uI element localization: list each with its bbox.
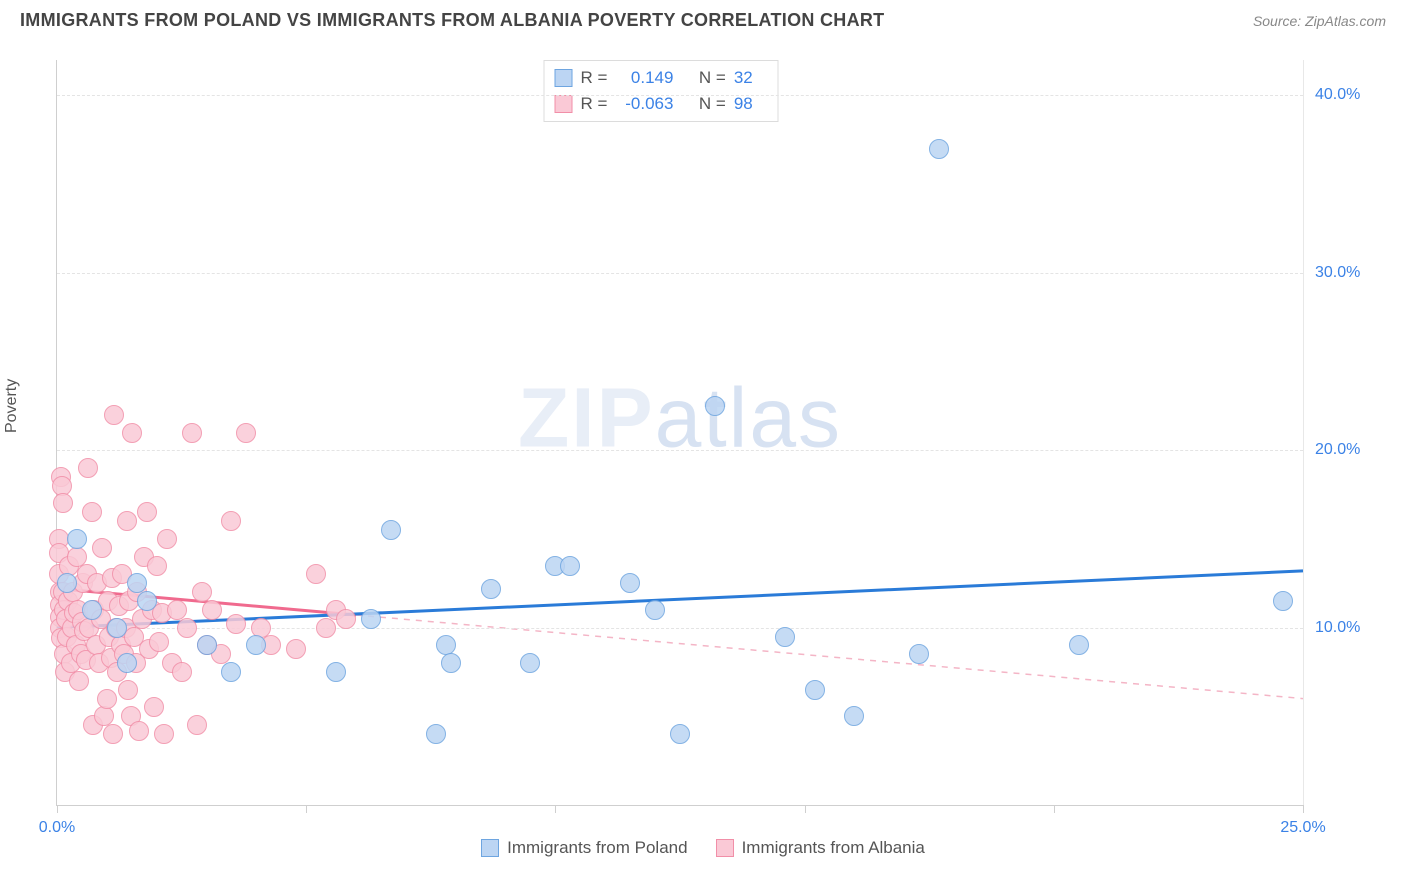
x-tick <box>805 805 806 813</box>
data-point-poland <box>107 618 127 638</box>
data-point-albania <box>53 493 73 513</box>
data-point-poland <box>775 627 795 647</box>
data-point-albania <box>137 502 157 522</box>
gridline <box>57 273 1303 274</box>
r-value-poland: 0.149 <box>615 65 673 91</box>
data-point-albania <box>118 680 138 700</box>
data-point-albania <box>306 564 326 584</box>
data-point-poland <box>1273 591 1293 611</box>
data-point-poland <box>82 600 102 620</box>
data-point-albania <box>82 502 102 522</box>
data-point-poland <box>520 653 540 673</box>
data-point-albania <box>147 556 167 576</box>
data-point-albania <box>226 614 246 634</box>
data-point-albania <box>92 538 112 558</box>
data-point-poland <box>197 635 217 655</box>
data-point-poland <box>441 653 461 673</box>
data-point-poland <box>844 706 864 726</box>
gridline <box>57 95 1303 96</box>
swatch-poland-icon <box>481 839 499 857</box>
x-tick-label: 0.0% <box>39 819 75 837</box>
data-point-poland <box>426 724 446 744</box>
data-point-albania <box>172 662 192 682</box>
source-attribution: Source: ZipAtlas.com <box>1253 13 1386 29</box>
data-point-poland <box>137 591 157 611</box>
n-value-poland: 32 <box>734 65 764 91</box>
plot-area: ZIPatlas R = 0.149 N = 32 R = -0.063 N =… <box>56 60 1304 806</box>
data-point-albania <box>221 511 241 531</box>
data-point-poland <box>705 396 725 416</box>
data-point-poland <box>670 724 690 744</box>
legend-label-poland: Immigrants from Poland <box>507 838 687 858</box>
data-point-albania <box>69 671 89 691</box>
data-point-albania <box>202 600 222 620</box>
n-label: N = <box>699 65 726 91</box>
legend-stats-box: R = 0.149 N = 32 R = -0.063 N = 98 <box>544 60 779 122</box>
data-point-albania <box>286 639 306 659</box>
watermark: ZIPatlas <box>518 369 842 466</box>
data-point-albania <box>144 697 164 717</box>
data-point-poland <box>645 600 665 620</box>
data-point-albania <box>177 618 197 638</box>
legend-label-albania: Immigrants from Albania <box>742 838 925 858</box>
y-axis-label: Poverty <box>3 379 21 433</box>
data-point-albania <box>316 618 336 638</box>
data-point-albania <box>182 423 202 443</box>
data-point-poland <box>620 573 640 593</box>
data-point-albania <box>129 721 149 741</box>
swatch-albania-icon <box>555 95 573 113</box>
y-tick-label: 40.0% <box>1315 86 1375 104</box>
x-tick <box>1054 805 1055 813</box>
data-point-poland <box>909 644 929 664</box>
legend-item-albania: Immigrants from Albania <box>716 838 925 858</box>
legend-stats-row-poland: R = 0.149 N = 32 <box>555 65 764 91</box>
source-value: ZipAtlas.com <box>1305 13 1386 29</box>
data-point-poland <box>929 139 949 159</box>
x-tick-label: 25.0% <box>1280 819 1325 837</box>
source-label: Source: <box>1253 13 1305 29</box>
data-point-albania <box>103 724 123 744</box>
data-point-albania <box>336 609 356 629</box>
data-point-poland <box>381 520 401 540</box>
legend-item-poland: Immigrants from Poland <box>481 838 687 858</box>
data-point-albania <box>157 529 177 549</box>
x-tick <box>555 805 556 813</box>
data-point-albania <box>187 715 207 735</box>
data-point-albania <box>104 405 124 425</box>
data-point-poland <box>117 653 137 673</box>
data-point-poland <box>67 529 87 549</box>
data-point-albania <box>154 724 174 744</box>
data-point-albania <box>149 632 169 652</box>
data-point-poland <box>481 579 501 599</box>
data-point-poland <box>326 662 346 682</box>
chart-container: Poverty ZIPatlas R = 0.149 N = 32 R = -0… <box>20 46 1386 862</box>
data-point-poland <box>805 680 825 700</box>
y-tick-label: 20.0% <box>1315 441 1375 459</box>
data-point-poland <box>361 609 381 629</box>
x-tick <box>57 805 58 813</box>
legend-bottom: Immigrants from Poland Immigrants from A… <box>20 838 1386 858</box>
swatch-albania-icon <box>716 839 734 857</box>
y-tick-label: 30.0% <box>1315 264 1375 282</box>
data-point-poland <box>560 556 580 576</box>
data-point-albania <box>122 423 142 443</box>
data-point-poland <box>246 635 266 655</box>
chart-title: IMMIGRANTS FROM POLAND VS IMMIGRANTS FRO… <box>20 10 884 31</box>
x-tick <box>306 805 307 813</box>
data-point-albania <box>236 423 256 443</box>
data-point-albania <box>117 511 137 531</box>
gridline <box>57 450 1303 451</box>
y-tick-label: 10.0% <box>1315 619 1375 637</box>
r-label: R = <box>581 65 608 91</box>
data-point-poland <box>221 662 241 682</box>
data-point-albania <box>97 689 117 709</box>
data-point-poland <box>1069 635 1089 655</box>
swatch-poland-icon <box>555 69 573 87</box>
data-point-albania <box>78 458 98 478</box>
data-point-poland <box>57 573 77 593</box>
x-tick <box>1303 805 1304 813</box>
